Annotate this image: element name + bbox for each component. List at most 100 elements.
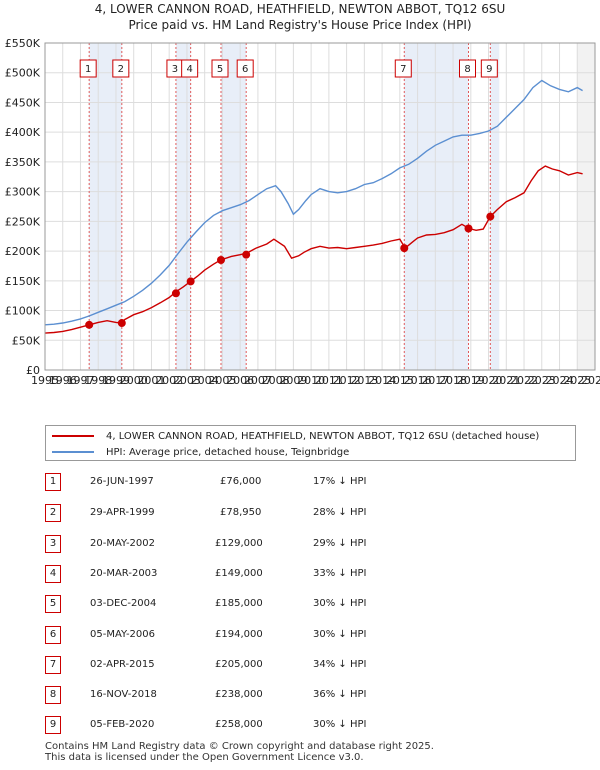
x-tick-label: 1997 (66, 374, 94, 387)
plot-frame (44, 42, 596, 371)
sale-badge-label: 8 (464, 64, 470, 75)
x-tick-label: 2019 (457, 374, 485, 387)
x-tick-label: 2026 (581, 374, 600, 387)
x-tick-label: 2001 (137, 374, 165, 387)
sale-price: £238,000 (215, 689, 263, 700)
y-tick-label: £550K (5, 37, 41, 50)
sale-badge-box (211, 59, 229, 78)
x-tick-label: 2000 (120, 374, 148, 387)
x-tick-label: 1999 (102, 374, 130, 387)
price-chart: £0 £50K £100K £150K £200K £250K £300K £350K £400… (5, 37, 600, 387)
legend-label-hpi: HPI: Average price, detached house, Teig… (106, 446, 350, 458)
sale-hpi-delta: 17% ↓ HPI (313, 476, 367, 487)
sale-badge-label: 5 (217, 64, 223, 75)
x-tick-label: 2020 (475, 374, 503, 387)
sale-point (400, 244, 409, 253)
sale-date: 05-MAY-2006 (90, 629, 156, 640)
sale-hpi-delta: 34% ↓ HPI (313, 659, 367, 670)
sale-point (186, 277, 195, 286)
table-row: 2 29-APR-1999 £78,950 28% ↓ HPI (45, 504, 565, 524)
x-tick-label: 2003 (173, 374, 201, 387)
footer: Contains HM Land Registry data © Crown c… (45, 741, 434, 763)
sale-date: 03-DEC-2004 (90, 598, 157, 609)
sale-badge-box (236, 59, 254, 78)
x-tick-label: 2013 (350, 374, 378, 387)
sale-hpi-delta: 30% ↓ HPI (313, 719, 367, 730)
x-tick-label: 2024 (546, 374, 574, 387)
x-tick-label: 2017 (421, 374, 449, 387)
sale-price: £185,000 (215, 598, 263, 609)
x-tick-label: 1995 (31, 374, 59, 387)
sale-price: £194,000 (215, 629, 263, 640)
y-tick-label: £100K (5, 305, 41, 318)
x-tick-label: 2012 (333, 374, 361, 387)
footer-licence: This data is licensed under the Open Gov… (45, 752, 364, 763)
sale-badge-label: 4 (186, 64, 192, 75)
sale-number: 1 (45, 473, 61, 491)
sale-badge-label: 1 (85, 64, 91, 75)
x-tick-label: 2018 (439, 374, 467, 387)
y-tick-label: £0 (26, 364, 40, 377)
sale-number: 4 (45, 565, 61, 583)
x-tick-label: 2014 (368, 374, 396, 387)
sale-hpi-delta: 33% ↓ HPI (313, 568, 367, 579)
sale-badge-label: 6 (242, 64, 248, 75)
sale-band (175, 43, 191, 370)
legend-item-hpi: HPI: Average price, detached house, Teig… (52, 444, 349, 460)
sale-badge-box (79, 59, 97, 78)
sale-number: 7 (45, 656, 61, 674)
sale-price: £258,000 (215, 719, 263, 730)
x-tick-label: 2009 (279, 374, 307, 387)
legend-swatch-property (52, 435, 94, 437)
table-row: 8 16-NOV-2018 £238,000 36% ↓ HPI (45, 686, 565, 706)
x-tick-label: 2004 (191, 374, 219, 387)
sale-badge-box (112, 59, 130, 78)
sale-hpi-delta: 30% ↓ HPI (313, 598, 367, 609)
sale-price: £78,950 (220, 507, 262, 518)
chart-subtitle: Price paid vs. HM Land Registry's House … (128, 18, 472, 32)
x-tick-label: 2025 (563, 374, 591, 387)
sale-hpi-delta: 28% ↓ HPI (313, 507, 367, 518)
sale-hpi-delta: 30% ↓ HPI (313, 629, 367, 640)
grid-lines (44, 42, 596, 371)
x-tick-label: 2022 (510, 374, 538, 387)
x-tick-label: 2010 (297, 374, 325, 387)
sale-price: £205,000 (215, 659, 263, 670)
sale-badge-label: 3 (172, 64, 178, 75)
legend-swatch-hpi (52, 451, 94, 453)
y-tick-label: £300K (5, 186, 41, 199)
sale-number: 8 (45, 686, 61, 704)
sale-date: 02-APR-2015 (90, 659, 155, 670)
table-row: 3 20-MAY-2002 £129,000 29% ↓ HPI (45, 535, 565, 555)
sale-point (117, 319, 126, 328)
table-row: 4 20-MAR-2003 £149,000 33% ↓ HPI (45, 565, 565, 585)
property-line (44, 165, 583, 334)
x-tick-label: 2023 (528, 374, 556, 387)
sale-number: 9 (45, 716, 61, 734)
hpi-line (44, 79, 583, 326)
legend-item-property: 4, LOWER CANNON ROAD, HEATHFIELD, NEWTON… (52, 428, 539, 444)
x-tick-label: 2007 (244, 374, 272, 387)
sale-date: 29-APR-1999 (90, 507, 155, 518)
series-lines (44, 79, 583, 334)
sale-number: 3 (45, 535, 61, 553)
table-row: 6 05-MAY-2006 £194,000 30% ↓ HPI (45, 626, 565, 646)
sale-points (85, 212, 495, 329)
y-tick-label: £400K (5, 126, 41, 139)
sale-number: 2 (45, 504, 61, 522)
sale-date: 20-MAR-2003 (90, 568, 158, 579)
table-row: 9 05-FEB-2020 £258,000 30% ↓ HPI (45, 716, 565, 736)
x-tick-label: 1998 (84, 374, 112, 387)
sale-badge-box (480, 59, 498, 78)
sale-date: 16-NOV-2018 (90, 689, 157, 700)
sale-point (171, 289, 180, 298)
y-tick-label: £150K (5, 275, 41, 288)
table-row: 1 26-JUN-1997 £76,000 17% ↓ HPI (45, 473, 565, 493)
y-tick-label: £200K (5, 245, 41, 258)
sale-date: 05-FEB-2020 (90, 719, 155, 730)
legend: 4, LOWER CANNON ROAD, HEATHFIELD, NEWTON… (45, 425, 576, 461)
x-tick-label: 2016 (404, 374, 432, 387)
sale-number: 6 (45, 626, 61, 644)
sale-badge-label: 2 (118, 64, 124, 75)
